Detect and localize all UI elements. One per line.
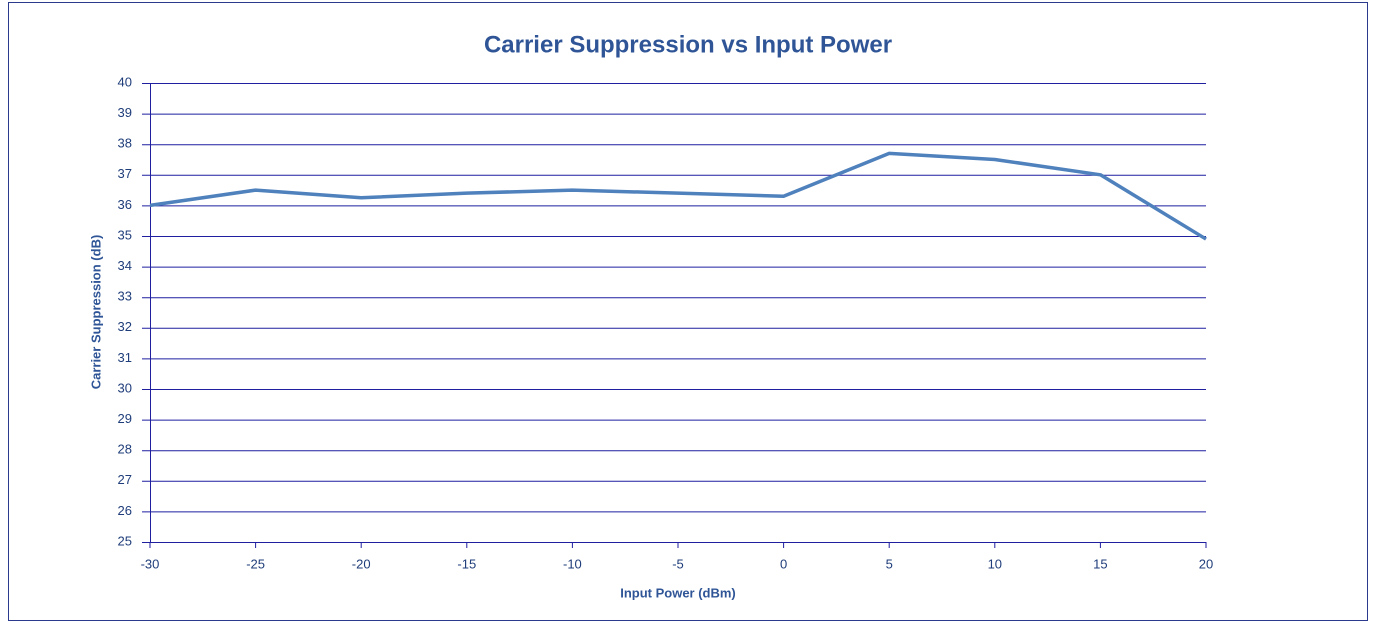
chart-frame <box>8 2 1368 621</box>
y-tick-label: 28 <box>118 442 132 457</box>
y-tick-label: 25 <box>118 533 132 548</box>
y-tick-label: 36 <box>118 197 132 212</box>
y-tick-label: 33 <box>118 289 132 304</box>
y-tick-label: 38 <box>118 136 132 151</box>
y-tick-label: 35 <box>118 227 132 242</box>
x-axis-title: Input Power (dBm) <box>620 585 736 600</box>
y-tick-label: 37 <box>118 166 132 181</box>
x-tick-label: -10 <box>563 556 582 571</box>
x-tick-label: -20 <box>352 556 371 571</box>
y-tick-label: 26 <box>118 503 132 518</box>
y-tick-label: 40 <box>118 74 132 89</box>
x-tick-label: 15 <box>1093 556 1107 571</box>
x-tick-label: -15 <box>457 556 476 571</box>
y-tick-label: 29 <box>118 411 132 426</box>
chart-title: Carrier Suppression vs Input Power <box>484 31 892 58</box>
x-tick-label: 20 <box>1199 556 1213 571</box>
x-tick-label: 10 <box>988 556 1002 571</box>
y-tick-label: 30 <box>118 380 132 395</box>
y-axis-title: Carrier Suppression (dB) <box>88 235 103 390</box>
x-tick-label: 5 <box>886 556 893 571</box>
data-line <box>149 151 1207 241</box>
x-tick-label: -30 <box>141 556 160 571</box>
y-tick-label: 39 <box>118 105 132 120</box>
x-tick-label: -5 <box>672 556 684 571</box>
y-tick-label: 34 <box>118 258 132 273</box>
x-tick-label: -25 <box>246 556 265 571</box>
y-tick-label: 31 <box>118 350 132 365</box>
y-tick-label: 27 <box>118 472 132 487</box>
y-tick-label: 32 <box>118 319 132 334</box>
x-tick-label: 0 <box>780 556 787 571</box>
